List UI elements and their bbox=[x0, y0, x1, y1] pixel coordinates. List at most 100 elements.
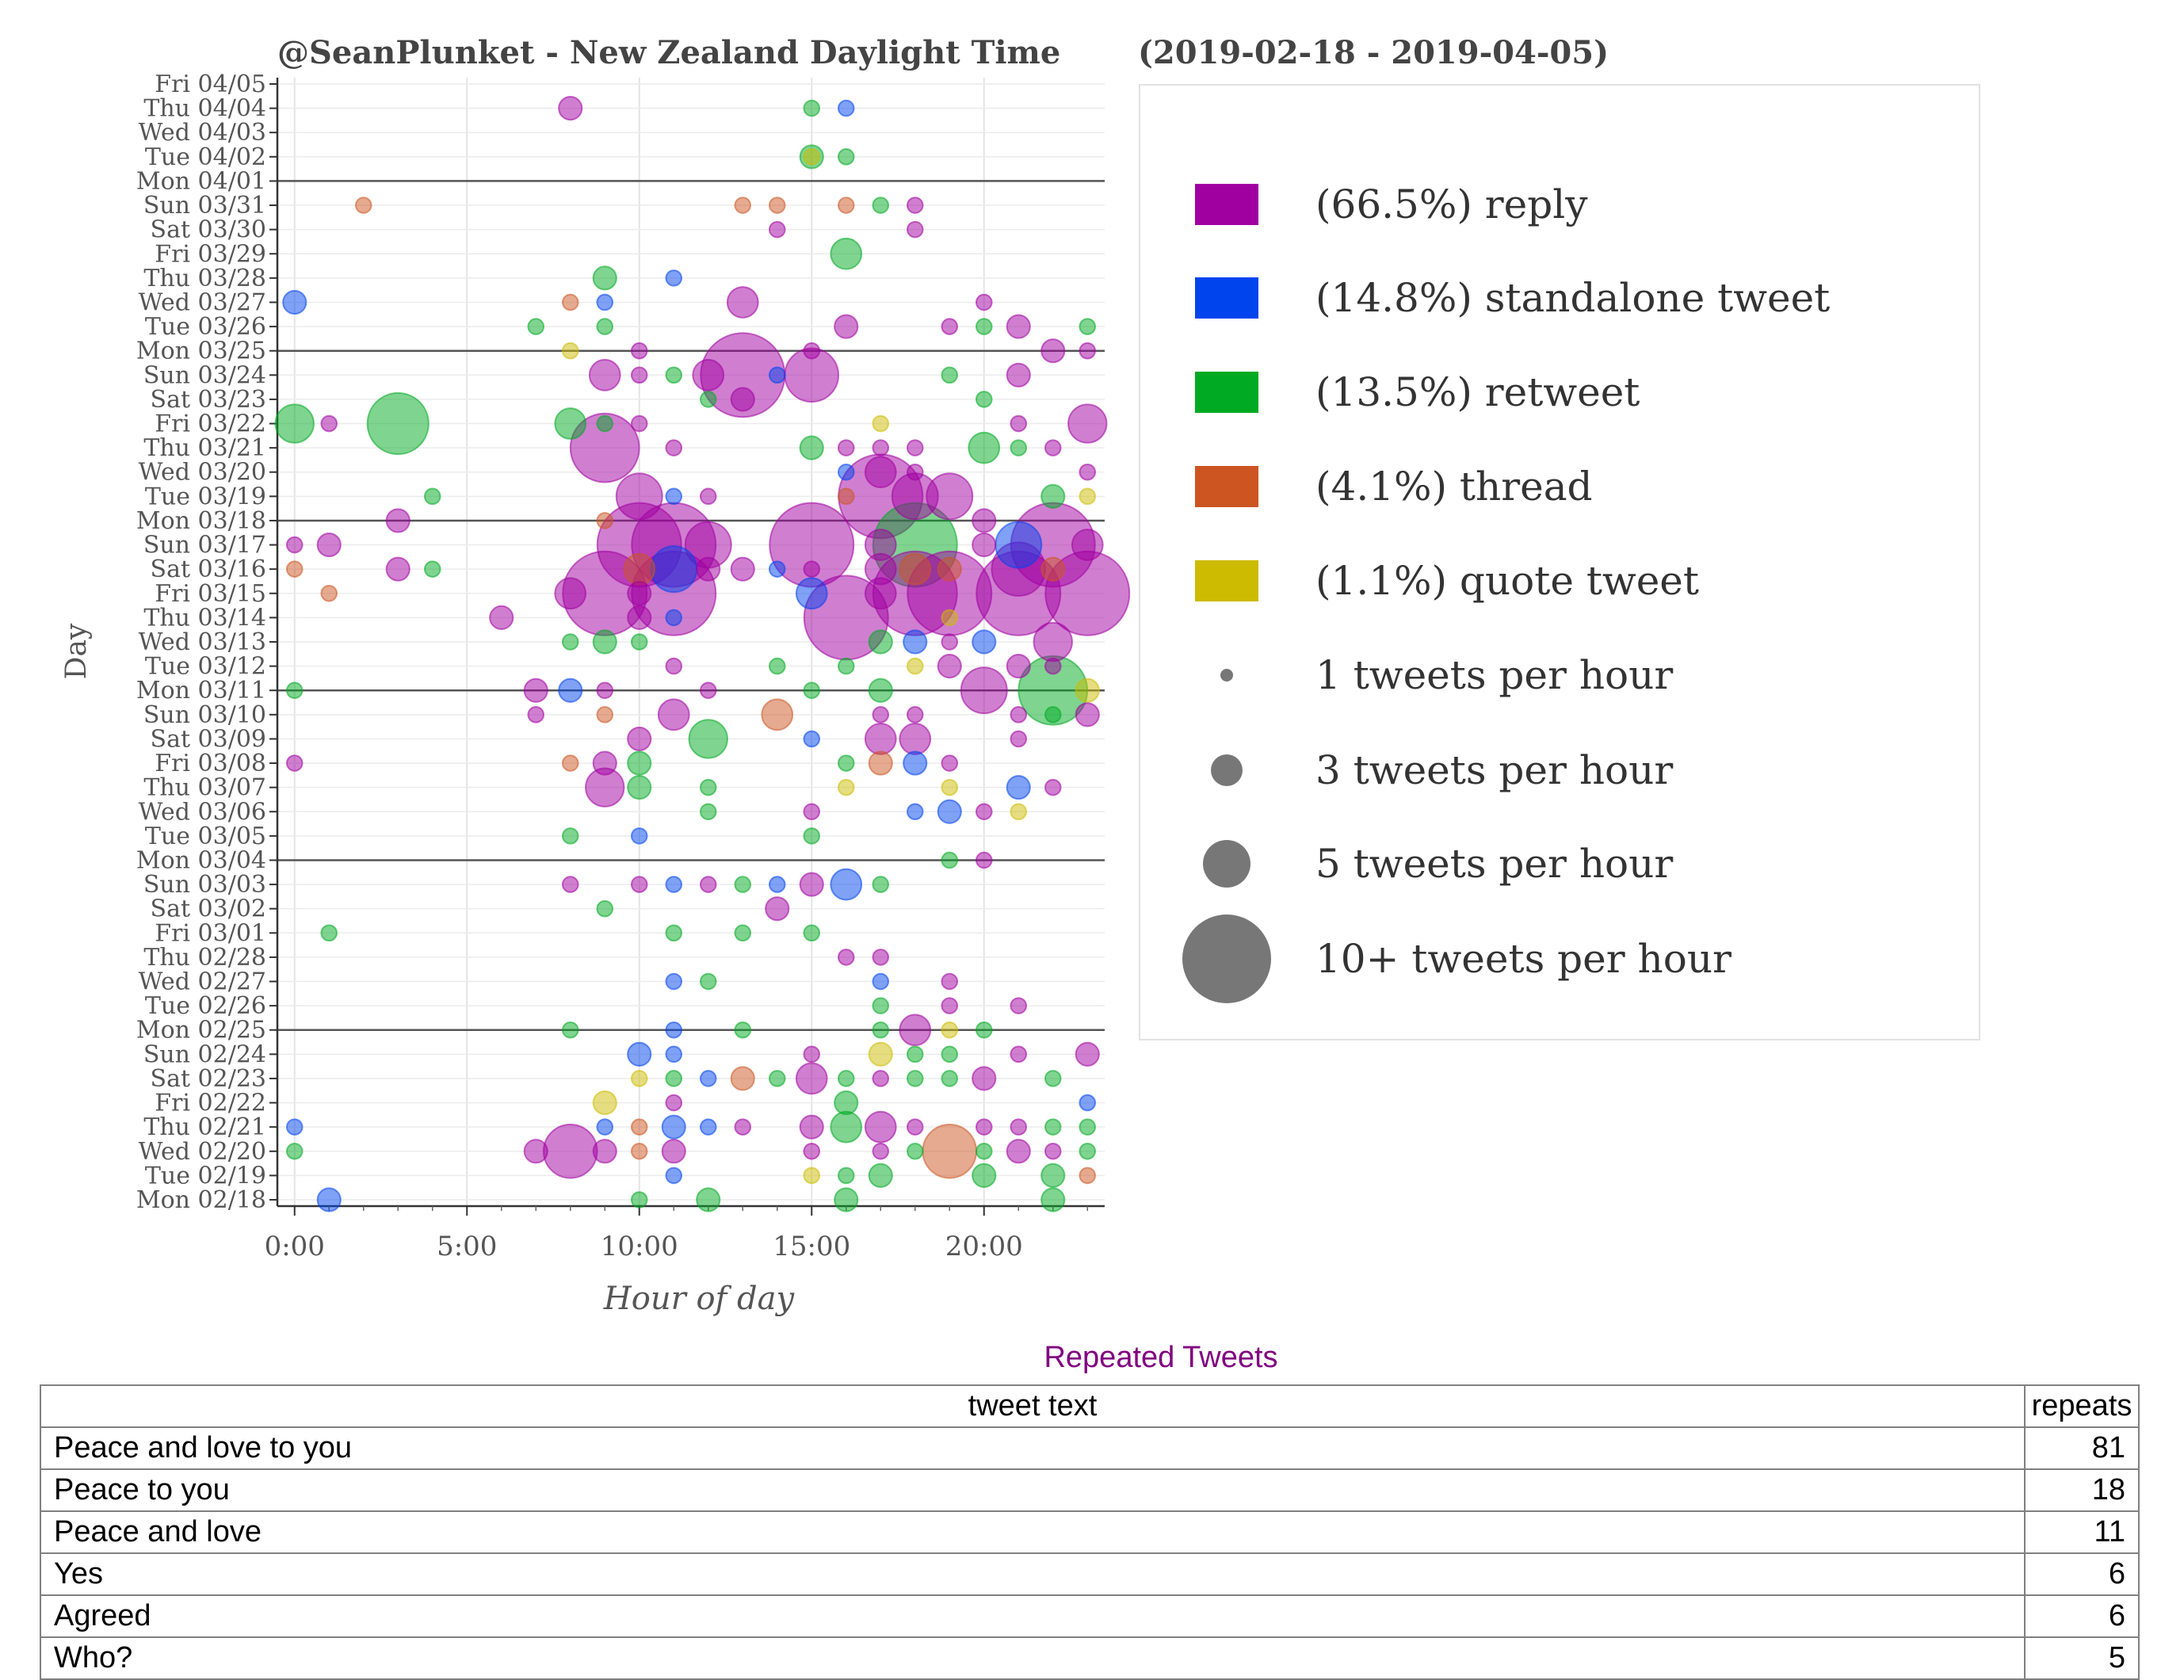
tweet-point-reply bbox=[906, 1118, 924, 1136]
tweet-point-reply bbox=[765, 896, 790, 922]
repeated-tweets-table: tweet text repeats Peace and love to you… bbox=[40, 1384, 2140, 1680]
tweet-point-reply bbox=[906, 220, 924, 239]
x-tick-label: 0:00 bbox=[265, 1231, 325, 1262]
table-row: Agreed 6 bbox=[40, 1594, 2140, 1638]
y-tick-label: Sun 03/17 bbox=[143, 532, 266, 559]
tweet-point-quote bbox=[803, 148, 821, 166]
tweet-point-thread bbox=[837, 487, 855, 506]
tweet-point-retweet bbox=[1044, 1070, 1062, 1087]
tweet-point-reply bbox=[1010, 997, 1028, 1014]
y-tick-label: Mon 03/11 bbox=[136, 677, 266, 704]
tweet-point-retweet bbox=[834, 1187, 859, 1212]
tweet-point-reply bbox=[1044, 439, 1062, 456]
tweet-point-standalone bbox=[837, 99, 855, 117]
y-tick-label: Mon 03/04 bbox=[136, 846, 266, 874]
tweet-point-reply bbox=[523, 1139, 548, 1164]
tweet-point-reply bbox=[941, 972, 959, 991]
tweet-point-retweet bbox=[734, 1021, 752, 1039]
tweet-point-thread bbox=[730, 1066, 755, 1091]
tweet-point-thread bbox=[561, 754, 579, 772]
tweet-point-reply bbox=[558, 96, 583, 121]
tweet-point-standalone bbox=[665, 1021, 683, 1039]
tweet-point-reply bbox=[592, 750, 617, 776]
tweet-point-reply bbox=[864, 456, 897, 489]
y-tick-label: Sat 03/30 bbox=[151, 216, 266, 244]
tweet-text-cell: Peace and love to you bbox=[40, 1426, 2026, 1470]
tweet-point-reply bbox=[657, 698, 690, 731]
tweet-point-thread bbox=[768, 197, 786, 214]
tweet-point-retweet bbox=[941, 366, 959, 384]
tweet-point-reply bbox=[1044, 657, 1062, 675]
tweet-point-retweet bbox=[665, 1070, 683, 1087]
tweet-point-standalone bbox=[665, 487, 683, 506]
y-tick-label: Thu 02/21 bbox=[143, 1113, 266, 1141]
tweet-point-standalone bbox=[665, 972, 683, 991]
tweet-point-reply bbox=[1010, 706, 1028, 724]
tweet-point-reply bbox=[799, 872, 824, 897]
legend-size-label: 10+ tweets per hour bbox=[1315, 936, 1732, 982]
tweet-point-retweet bbox=[630, 633, 648, 651]
tweet-point-retweet bbox=[630, 1191, 648, 1208]
tweet-point-reply bbox=[1044, 1142, 1062, 1160]
y-tick-label: Thu 03/07 bbox=[143, 774, 266, 802]
tweet-point-reply bbox=[630, 342, 648, 360]
y-tick-label: Sat 02/23 bbox=[151, 1065, 266, 1093]
tweet-point-reply bbox=[527, 706, 545, 724]
tweet-point-reply bbox=[661, 1139, 686, 1164]
tweet-point-retweet bbox=[1079, 1142, 1097, 1160]
tweet-point-thread bbox=[623, 552, 656, 586]
x-tick-label: 5:00 bbox=[437, 1231, 497, 1262]
tweet-point-quote bbox=[906, 657, 924, 675]
legend-size-label: 1 tweets per hour bbox=[1315, 652, 1673, 698]
tweet-point-reply bbox=[1079, 342, 1097, 360]
tweet-point-reply bbox=[872, 439, 890, 456]
y-tick-label: Tue 03/05 bbox=[145, 823, 266, 850]
y-tick-label: Fri 03/01 bbox=[155, 919, 266, 947]
tweet-point-reply bbox=[320, 414, 338, 433]
tweet-point-retweet bbox=[837, 657, 855, 675]
tweet-point-reply bbox=[627, 581, 652, 606]
tweet-point-retweet bbox=[592, 629, 617, 655]
tweet-point-reply bbox=[588, 358, 621, 391]
tweet-point-standalone bbox=[1079, 1094, 1097, 1112]
tweet-point-quote bbox=[561, 342, 579, 360]
y-tick-label: Mon 02/18 bbox=[136, 1186, 266, 1214]
tweet-point-reply bbox=[730, 556, 755, 582]
x-axis-label: Hour of day bbox=[603, 1281, 796, 1317]
tweet-point-standalone bbox=[665, 269, 683, 287]
tweet-point-reply bbox=[1006, 362, 1031, 388]
tweet-point-standalone bbox=[795, 577, 828, 610]
tweet-point-reply bbox=[1010, 1118, 1028, 1136]
y-tick-label: Wed 02/27 bbox=[139, 968, 266, 996]
tweet-point-reply bbox=[542, 1123, 598, 1179]
tweet-point-reply bbox=[941, 318, 959, 335]
legend-size-marker bbox=[1220, 669, 1233, 682]
x-tick-label: 15:00 bbox=[773, 1231, 850, 1262]
legend-size-label: 5 tweets per hour bbox=[1315, 841, 1673, 887]
y-tick-label: Fri 03/08 bbox=[155, 750, 266, 777]
tweet-point-retweet bbox=[596, 899, 614, 918]
tweet-point-reply bbox=[1044, 778, 1062, 796]
tweet-point-reply bbox=[960, 666, 1008, 715]
tweet-point-reply bbox=[872, 1142, 890, 1160]
tweet-point-reply bbox=[615, 472, 663, 521]
tweet-point-retweet bbox=[941, 851, 959, 869]
legend-label-reply: (66.5%) reply bbox=[1315, 181, 1588, 227]
tweet-point-quote bbox=[803, 1166, 821, 1185]
y-tick-label: Tue 03/26 bbox=[145, 313, 266, 341]
tweet-point-retweet bbox=[837, 1166, 855, 1185]
tweet-point-quote bbox=[1010, 803, 1028, 821]
tweet-point-reply bbox=[1040, 338, 1066, 364]
tweet-point-retweet bbox=[906, 1142, 924, 1160]
tweet-point-retweet bbox=[561, 827, 579, 845]
tweet-point-retweet bbox=[768, 657, 786, 675]
tweet-point-retweet bbox=[320, 924, 338, 942]
tweet-point-retweet bbox=[699, 391, 717, 408]
tweet-point-reply bbox=[906, 439, 924, 456]
y-tick-label: Sat 03/23 bbox=[151, 386, 266, 414]
tweet-point-reply bbox=[1071, 529, 1104, 561]
tweet-point-thread bbox=[320, 584, 338, 602]
tweet-point-reply bbox=[864, 1110, 897, 1144]
tweet-point-thread bbox=[937, 556, 962, 582]
tweet-point-reply bbox=[803, 803, 821, 821]
